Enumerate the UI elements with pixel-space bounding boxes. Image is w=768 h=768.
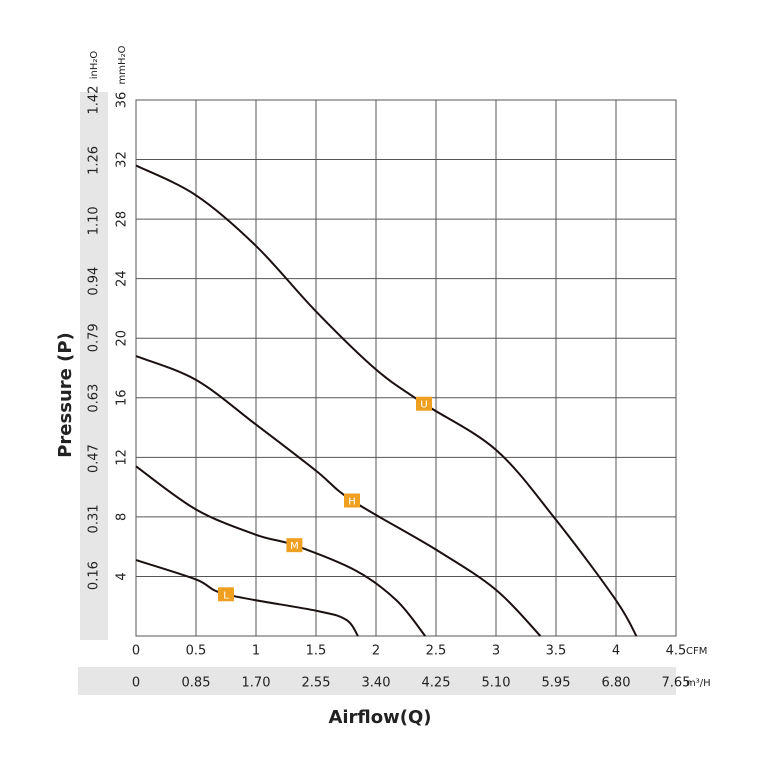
x2-tick-label: 3.40 xyxy=(362,676,391,691)
x2-tick-label: 7.65 xyxy=(662,676,691,691)
x2-tick-label: 0 xyxy=(132,676,140,691)
x2-tick-label: 4.25 xyxy=(422,676,451,691)
x2-tick-label: 5.10 xyxy=(482,676,511,691)
curve-marker xyxy=(416,396,432,411)
legend-label: M xyxy=(290,541,299,552)
y-tick-label: 12 xyxy=(115,449,130,466)
x-tick-label: 3 xyxy=(492,644,500,659)
x2-tick-label: 6.80 xyxy=(602,676,631,691)
curve xyxy=(135,465,426,637)
y-tick-label: 28 xyxy=(115,211,130,228)
curve xyxy=(135,164,638,637)
y2-tick-label: 0.47 xyxy=(87,444,102,473)
y2-unit: inH₂O xyxy=(89,51,100,80)
y-unit: mmH₂O xyxy=(117,45,128,84)
x-tick-label: 3.5 xyxy=(546,644,567,659)
y2-tick-label: 1.26 xyxy=(87,146,102,175)
y-tick-label: 4 xyxy=(115,572,130,580)
x2-band xyxy=(78,667,676,695)
x-tick-label: 1.5 xyxy=(306,644,327,659)
x2-tick-label: 0.85 xyxy=(182,676,211,691)
legend-label: H xyxy=(348,497,356,508)
y-tick-label: 20 xyxy=(115,330,130,347)
x-axis-title: Airflow(Q) xyxy=(328,707,431,728)
y-tick-label: 8 xyxy=(115,513,130,521)
x2-unit: m³/H xyxy=(686,678,711,689)
y2-band xyxy=(80,92,108,640)
curve xyxy=(135,355,542,637)
x2-tick-label: 1.70 xyxy=(242,676,271,691)
plot-frame xyxy=(135,99,677,637)
x-tick-label: 1 xyxy=(252,644,260,659)
legend-label: U xyxy=(420,400,427,411)
curve xyxy=(135,559,359,637)
x-tick-label: 2.5 xyxy=(426,644,447,659)
x-tick-label: 0.5 xyxy=(186,644,207,659)
curve-marker xyxy=(344,493,360,508)
y2-tick-label: 0.31 xyxy=(87,505,102,534)
x-tick-label: 0 xyxy=(132,644,140,659)
y-tick-label: 16 xyxy=(115,390,130,407)
x-tick-label: 4 xyxy=(612,644,620,659)
y2-tick-label: 0.63 xyxy=(87,384,102,413)
x-tick-label: 4.5 xyxy=(666,644,687,659)
y2-tick-label: 1.10 xyxy=(87,206,102,235)
y2-tick-label: 1.42 xyxy=(87,86,102,115)
y-tick-label: 36 xyxy=(115,92,130,109)
x-unit: CFM xyxy=(686,646,707,657)
x2-tick-label: 2.55 xyxy=(302,676,331,691)
y2-tick-label: 0.94 xyxy=(87,267,102,296)
curve-marker xyxy=(218,587,234,602)
x-tick-label: 2 xyxy=(372,644,380,659)
y-tick-label: 24 xyxy=(115,270,130,287)
y-axis-title: Pressure (P) xyxy=(55,332,76,458)
x2-tick-label: 5.95 xyxy=(542,676,571,691)
y2-tick-label: 0.79 xyxy=(87,323,102,352)
y-tick-label: 32 xyxy=(115,151,130,168)
y2-tick-label: 0.16 xyxy=(87,561,102,590)
legend-label: L xyxy=(223,590,229,601)
curve-marker xyxy=(286,538,303,553)
